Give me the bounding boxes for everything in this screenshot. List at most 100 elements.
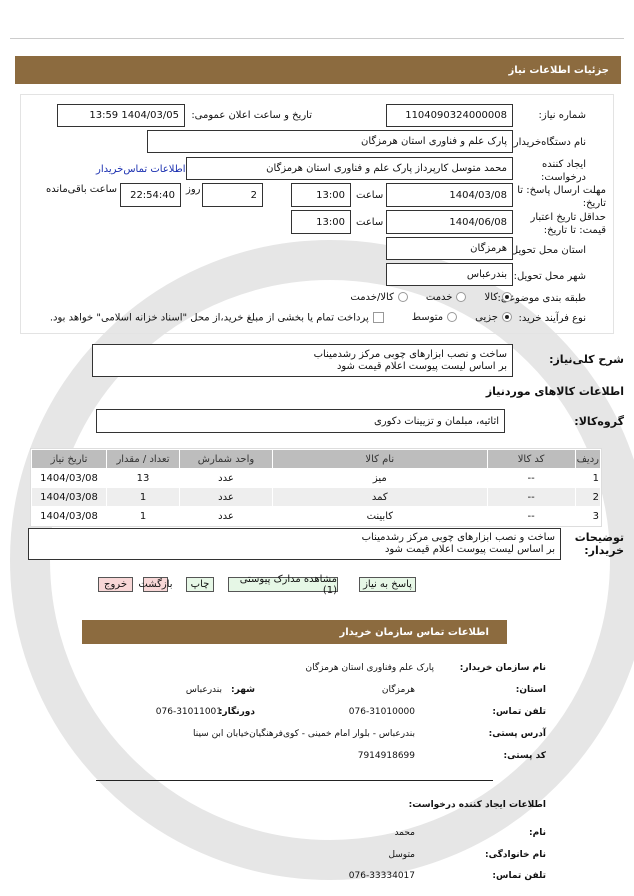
cell-qty: 1 (107, 507, 179, 525)
radio-icon[interactable] (456, 292, 467, 302)
cell-unit: عدد (180, 488, 272, 506)
category-option-service[interactable]: خدمت (426, 292, 467, 303)
cell-code: -- (487, 488, 575, 506)
creator-label: ایجاد کننده درخواست: (541, 159, 586, 183)
goods-group-label: گروه‌کالا: (574, 415, 624, 428)
notes-line: ساخت و نصب ابزارهای چوبی مرکز رشدمیناب (361, 532, 555, 543)
contact-phone: 076-31010000 (348, 707, 415, 717)
cell-row: 2 (575, 488, 600, 506)
table-header-row: ردیف کد کالا نام کالا واحد شمارش تعداد /… (32, 450, 600, 468)
page-header: جزئیات اطلاعات نیاز (15, 56, 621, 84)
contact-province: هرمزگان (381, 685, 415, 695)
validity-date-field: 1404/06/08 (386, 210, 513, 234)
deadline-label: مهلت ارسال پاسخ: تا تاریخ: (517, 185, 606, 209)
announce-field: 1404/03/05 13:59 (57, 104, 185, 127)
cell-date: 1404/03/08 (32, 507, 106, 525)
contact-org: پارک علم وفناوری استان هرمزگان (305, 663, 434, 673)
category-option-both[interactable]: کالا/خدمت (350, 292, 408, 303)
summary-field: ساخت و نصب ابزارهای چوبی مرکز رشدمیناب ب… (92, 344, 513, 377)
creator-phone-label: تلفن تماس: (492, 871, 546, 881)
goods-group-field: اثاثیه، مبلمان و تزیینات دکوری (96, 409, 505, 433)
deadline-date-field: 1404/03/08 (386, 183, 513, 207)
table-row: 1 -- میز عدد 13 1404/03/08 (32, 469, 600, 487)
cell-name: میز (273, 469, 487, 487)
checkbox-icon[interactable] (372, 312, 384, 323)
contact-address-label: آدرس پستی: (488, 729, 546, 739)
creator-field: محمد متوسل کارپرداز پارک علم و فناوری اس… (186, 157, 513, 180)
province-label: استان محل تحویل: (507, 245, 586, 256)
deadline-time-label: ساعت (356, 190, 384, 201)
process-option-medium[interactable]: متوسط (412, 312, 458, 324)
buyer-org-label: نام دستگاه‌خریدار: (510, 137, 586, 148)
cell-unit: عدد (180, 469, 272, 487)
table-row: 3 -- کابینت عدد 1 1404/03/08 (32, 507, 600, 525)
notes-label: توضیحات خریدار: (574, 531, 624, 557)
print-button[interactable]: چاپ (186, 577, 214, 592)
col-unit: واحد شمارش (180, 450, 272, 468)
creator-info-title: اطلاعات ایجاد کننده درخواست: (408, 800, 546, 810)
payment-checkbox-item[interactable]: پرداخت تمام یا بخشی از مبلغ خرید،از محل … (50, 312, 384, 324)
province-field: هرمزگان (386, 237, 513, 260)
col-name: نام کالا (273, 450, 487, 468)
col-row: ردیف (575, 450, 600, 468)
process-radio-group: جزیی متوسط پرداخت تمام یا بخشی از مبلغ خ… (50, 312, 512, 324)
creator-name-label: نام: (529, 828, 546, 838)
cell-code: -- (487, 469, 575, 487)
notes-field: ساخت و نصب ابزارهای چوبی مرکز رشدمیناب ب… (28, 528, 561, 560)
notes-line: بر اساس لیست پیوست اعلام قیمت شود (384, 544, 555, 555)
contact-org-label: نام سازمان خریدار: (459, 663, 546, 673)
validity-label: حداقل تاریخ اعتبار قیمت: تا تاریخ: (530, 212, 606, 236)
creator-name: محمد (394, 828, 415, 838)
category-option-goods[interactable]: کالا (484, 292, 512, 303)
summary-line: بر اساس لیست پیوست اعلام قیمت شود (336, 360, 507, 372)
radio-icon[interactable] (502, 312, 512, 322)
cell-name: کابینت (273, 507, 487, 525)
cell-code: -- (487, 507, 575, 525)
contact-postal-label: کد پستی: (503, 751, 546, 761)
exit-button[interactable]: خروج (98, 577, 133, 592)
remaining-field: 22:54:40 (120, 183, 181, 207)
radio-icon[interactable] (397, 292, 408, 302)
cell-row: 1 (575, 469, 600, 487)
process-option-minor[interactable]: جزیی (475, 312, 512, 324)
city-field: بندرعباس (386, 263, 513, 286)
table-row: 2 -- کمد عدد 1 1404/03/08 (32, 488, 600, 506)
days-field: 2 (202, 183, 263, 207)
col-qty: تعداد / مقدار (107, 450, 179, 468)
creator-phone: 076-33334017 (348, 871, 415, 881)
buyer-contact-link[interactable]: اطلاعات تماس‌خریدار (96, 164, 186, 175)
city-label: شهر محل تحویل: (513, 271, 586, 282)
top-divider (10, 38, 624, 39)
attachments-button[interactable]: مشاهده مدارک پیوستی (1) (228, 574, 338, 596)
creator-family-label: نام خانوادگی: (484, 850, 546, 860)
col-date: تاریخ نیاز (32, 450, 106, 468)
contact-fax: 076-31011001 (155, 707, 222, 717)
cell-unit: عدد (180, 507, 272, 525)
summary-line: ساخت و نصب ابزارهای چوبی مرکز رشدمیناب (313, 348, 507, 360)
radio-icon[interactable] (502, 292, 512, 302)
validity-time-label: ساعت (356, 217, 384, 228)
category-radio-group: کالا خدمت کالا/خدمت (350, 292, 512, 303)
summary-label: شرح کلی‌نیاز: (549, 353, 624, 366)
validity-time-field: 13:00 (291, 210, 351, 234)
goods-table: ردیف کد کالا نام کالا واحد شمارش تعداد /… (30, 448, 602, 527)
cell-qty: 13 (107, 469, 179, 487)
reply-button[interactable]: پاسخ به نیاز (359, 577, 416, 592)
contact-city-label: شهر: (231, 685, 255, 695)
need-number-field: 1104090324000008 (386, 104, 513, 127)
col-code: کد کالا (487, 450, 575, 468)
radio-icon[interactable] (447, 312, 458, 322)
cell-date: 1404/03/08 (32, 488, 106, 506)
contact-divider (96, 780, 493, 781)
cell-name: کمد (273, 488, 487, 506)
contact-city: بندرعباس (185, 685, 222, 695)
cell-qty: 1 (107, 488, 179, 506)
category-label: طبقه بندی موضوعی: (497, 293, 586, 304)
back-button[interactable]: بازگشت (138, 577, 173, 592)
need-number-label: شماره نیاز: (538, 110, 587, 121)
contact-header: اطلاعات تماس سازمان خریدار (82, 620, 507, 644)
creator-family: متوسل (388, 850, 415, 860)
contact-fax-label: دورنگار: (218, 707, 255, 717)
